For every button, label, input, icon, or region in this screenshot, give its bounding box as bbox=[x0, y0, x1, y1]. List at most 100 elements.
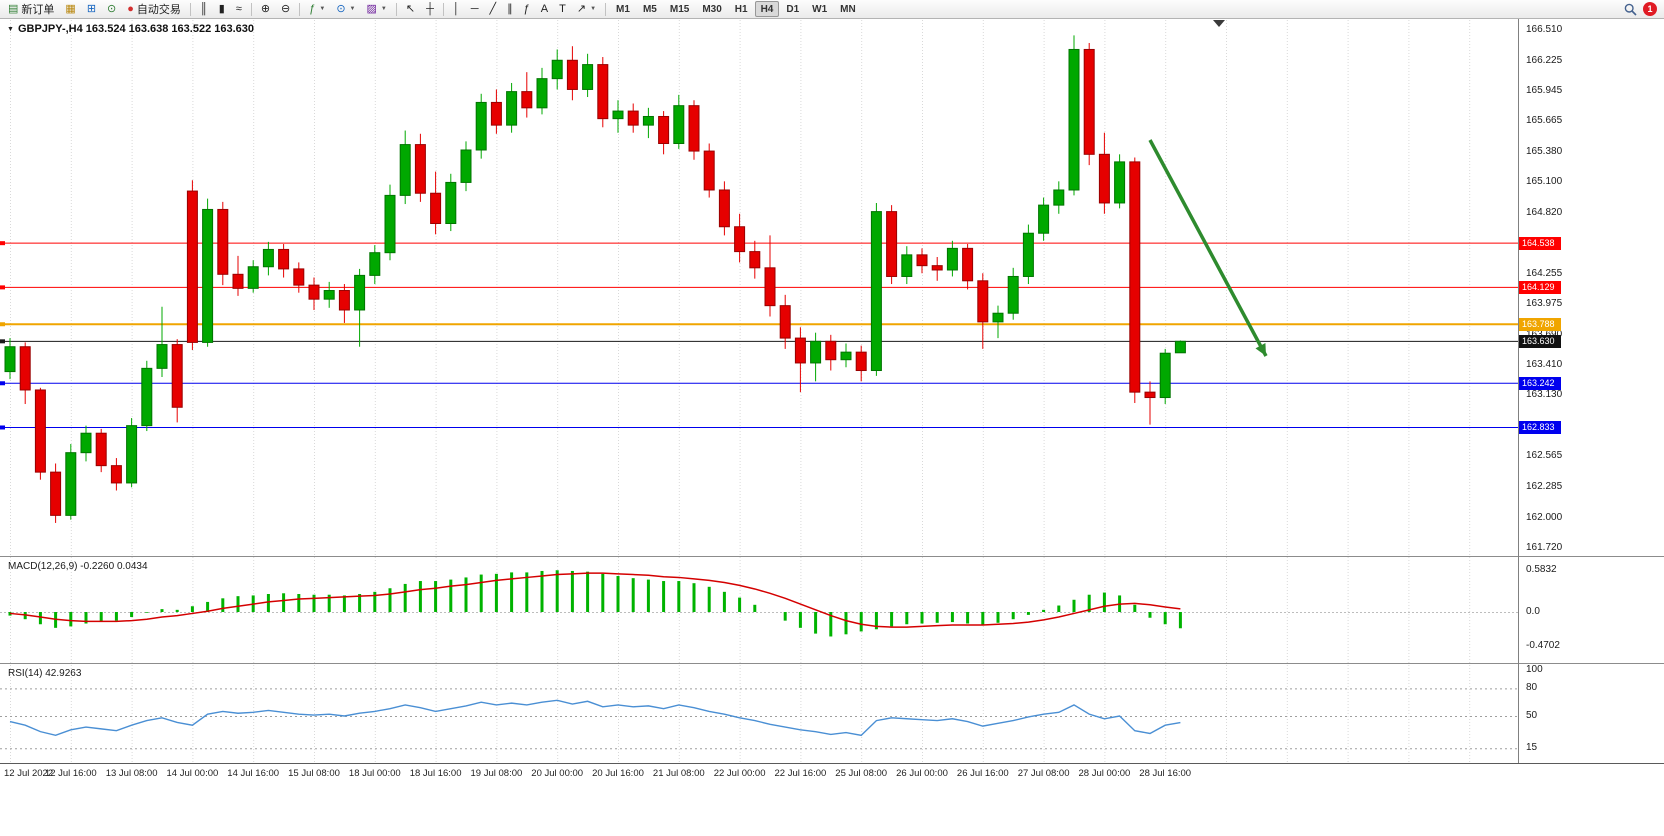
label-icon: T bbox=[559, 2, 566, 15]
time-axis-label[interactable]: 12 Jul 2022 bbox=[4, 768, 54, 779]
timeframe-h4-button[interactable]: H4 bbox=[754, 1, 780, 17]
alerts-button[interactable]: ⊙ bbox=[102, 1, 121, 17]
symbol-dropdown-icon[interactable]: ▼ bbox=[7, 25, 14, 33]
current-price-line-anchor[interactable] bbox=[0, 339, 5, 344]
crosshair-button[interactable]: ┼ bbox=[421, 1, 439, 17]
indicators-button[interactable]: ƒ ▼ bbox=[304, 1, 330, 17]
trend-arrow[interactable] bbox=[1148, 139, 1268, 357]
periods-icon: ⊙ bbox=[336, 2, 346, 15]
time-axis-label[interactable]: 21 Jul 08:00 bbox=[652, 768, 705, 779]
time-axis-label[interactable]: 13 Jul 08:00 bbox=[105, 768, 158, 779]
price-axis-tick[interactable]: 163.975 bbox=[1526, 298, 1563, 310]
price-axis-tick[interactable]: 165.100 bbox=[1526, 176, 1563, 188]
rsi-axis-tick[interactable]: 50 bbox=[1526, 710, 1538, 721]
time-axis-label[interactable]: 18 Jul 00:00 bbox=[348, 768, 401, 779]
candle-body bbox=[810, 340, 822, 364]
chevron-down-icon: ▼ bbox=[380, 6, 387, 12]
time-axis-label[interactable]: 18 Jul 16:00 bbox=[409, 768, 462, 779]
rsi-axis-tick[interactable]: 100 bbox=[1526, 664, 1543, 675]
search-icon bbox=[1624, 3, 1637, 16]
new-order-icon: ▤ bbox=[8, 2, 19, 15]
rsi-axis-tick[interactable]: 80 bbox=[1526, 682, 1538, 694]
timeframe-w1-button[interactable]: W1 bbox=[812, 3, 828, 15]
price-axis-tick[interactable]: 163.690 bbox=[1526, 329, 1562, 340]
timeframe-h1-button[interactable]: H1 bbox=[734, 3, 748, 15]
support-line-2-anchor[interactable] bbox=[0, 425, 5, 430]
time-axis-label[interactable]: 27 Jul 08:00 bbox=[1017, 768, 1070, 779]
timeframe-m15-button[interactable]: M15 bbox=[669, 3, 690, 15]
auto-trading-button[interactable]: ● 自动交易 bbox=[122, 1, 186, 17]
label-button[interactable]: T bbox=[554, 1, 571, 17]
time-axis-label[interactable]: 12 Jul 16:00 bbox=[44, 768, 97, 779]
trendline-button[interactable]: ╱ bbox=[485, 1, 502, 17]
timeframe-mn-button[interactable]: MN bbox=[840, 3, 856, 15]
zoom-out-button[interactable]: ⊖ bbox=[276, 1, 295, 17]
macd-axis-tick[interactable]: 0.0 bbox=[1526, 606, 1540, 617]
price-axis-tick[interactable]: 165.945 bbox=[1526, 85, 1563, 97]
resistance-line-2-anchor[interactable] bbox=[0, 285, 5, 290]
price-axis-tick[interactable]: 166.510 bbox=[1526, 24, 1563, 35]
cursor-button[interactable]: ↖ bbox=[401, 1, 420, 17]
line-chart-button[interactable]: ≈ bbox=[231, 1, 247, 17]
profiles-button[interactable]: ⊞ bbox=[82, 1, 101, 17]
price-axis-tick[interactable]: 162.565 bbox=[1526, 450, 1563, 462]
horizontal-line-button[interactable]: ─ bbox=[466, 1, 484, 17]
resistance-line-1-anchor[interactable] bbox=[0, 241, 5, 246]
notification-badge[interactable]: 1 bbox=[1643, 2, 1657, 16]
charts-window-icon: ▦ bbox=[65, 2, 76, 15]
text-button[interactable]: A bbox=[536, 1, 553, 17]
price-axis-tick[interactable]: 163.410 bbox=[1526, 359, 1563, 371]
price-axis-tick[interactable]: 163.130 bbox=[1526, 389, 1563, 401]
time-axis-label[interactable]: 14 Jul 16:00 bbox=[227, 768, 280, 779]
price-axis-tick[interactable]: 165.380 bbox=[1526, 146, 1563, 158]
time-axis-label[interactable]: 26 Jul 00:00 bbox=[896, 768, 948, 779]
time-axis-label[interactable]: 28 Jul 16:00 bbox=[1139, 768, 1192, 779]
chart-shift-marker-icon[interactable] bbox=[1213, 20, 1225, 27]
candle-body bbox=[80, 432, 92, 454]
candle-body bbox=[886, 211, 898, 277]
time-axis-label[interactable]: 14 Jul 00:00 bbox=[166, 768, 219, 779]
templates-button[interactable]: ▨ ▼ bbox=[362, 1, 392, 17]
timeframe-d1-button[interactable]: D1 bbox=[786, 3, 800, 15]
vertical-line-button[interactable]: │ bbox=[448, 1, 465, 17]
price-axis-tick[interactable]: 162.000 bbox=[1526, 511, 1563, 523]
time-axis-label[interactable]: 25 Jul 08:00 bbox=[835, 768, 888, 779]
price-axis-tick[interactable]: 165.665 bbox=[1526, 115, 1563, 127]
macd-axis-tick[interactable]: 0.5832 bbox=[1526, 564, 1557, 575]
rsi-axis-tick[interactable]: 15 bbox=[1526, 742, 1538, 754]
time-axis-label[interactable]: 26 Jul 16:00 bbox=[956, 768, 1009, 779]
time-axis-label[interactable]: 19 Jul 08:00 bbox=[470, 768, 523, 779]
timeframe-m30-button[interactable]: M30 bbox=[702, 3, 722, 15]
trend-arrow-head-icon[interactable] bbox=[1255, 343, 1266, 356]
pivot-line-anchor[interactable] bbox=[0, 322, 5, 327]
candle-body bbox=[612, 110, 624, 120]
time-axis-label[interactable]: 28 Jul 00:00 bbox=[1078, 768, 1131, 779]
candlestick-chart-button[interactable]: ▮ bbox=[214, 1, 230, 17]
fibonacci-button[interactable]: ƒ bbox=[519, 1, 535, 17]
time-axis-label[interactable]: 22 Jul 00:00 bbox=[713, 768, 766, 779]
price-axis-tick[interactable]: 164.255 bbox=[1526, 267, 1563, 279]
price-axis-tick[interactable]: 162.285 bbox=[1526, 480, 1563, 492]
support-line-1-anchor[interactable] bbox=[0, 381, 5, 386]
macd-axis-tick[interactable]: -0.4702 bbox=[1526, 639, 1560, 651]
price-axis-tick[interactable]: 161.720 bbox=[1526, 541, 1563, 553]
periods-button[interactable]: ⊙ ▼ bbox=[331, 1, 360, 17]
timeframe-m1-button[interactable]: M1 bbox=[616, 3, 630, 15]
time-axis-label[interactable]: 22 Jul 16:00 bbox=[774, 768, 827, 779]
charts-window-button[interactable]: ▦ bbox=[60, 1, 80, 17]
new-order-button[interactable]: ▤ 新订单 bbox=[3, 1, 59, 17]
time-axis-label[interactable]: 20 Jul 00:00 bbox=[531, 768, 584, 779]
indicators-icon: ƒ bbox=[309, 2, 316, 15]
channel-button[interactable]: ∥ bbox=[502, 1, 518, 17]
bar-chart-button[interactable]: ║ bbox=[195, 1, 213, 17]
zoom-in-button[interactable]: ⊕ bbox=[256, 1, 275, 17]
time-axis-label[interactable]: 20 Jul 16:00 bbox=[592, 768, 644, 779]
time-axis-label[interactable]: 15 Jul 08:00 bbox=[288, 768, 340, 779]
arrows-button[interactable]: ↗ ▼ bbox=[572, 1, 601, 17]
search-button[interactable] bbox=[1619, 1, 1642, 17]
price-axis-tick[interactable]: 164.820 bbox=[1526, 206, 1563, 218]
price-axis-tick[interactable]: 166.225 bbox=[1526, 54, 1563, 66]
candle-body bbox=[1053, 189, 1065, 206]
timeframe-m5-button[interactable]: M5 bbox=[642, 3, 657, 15]
